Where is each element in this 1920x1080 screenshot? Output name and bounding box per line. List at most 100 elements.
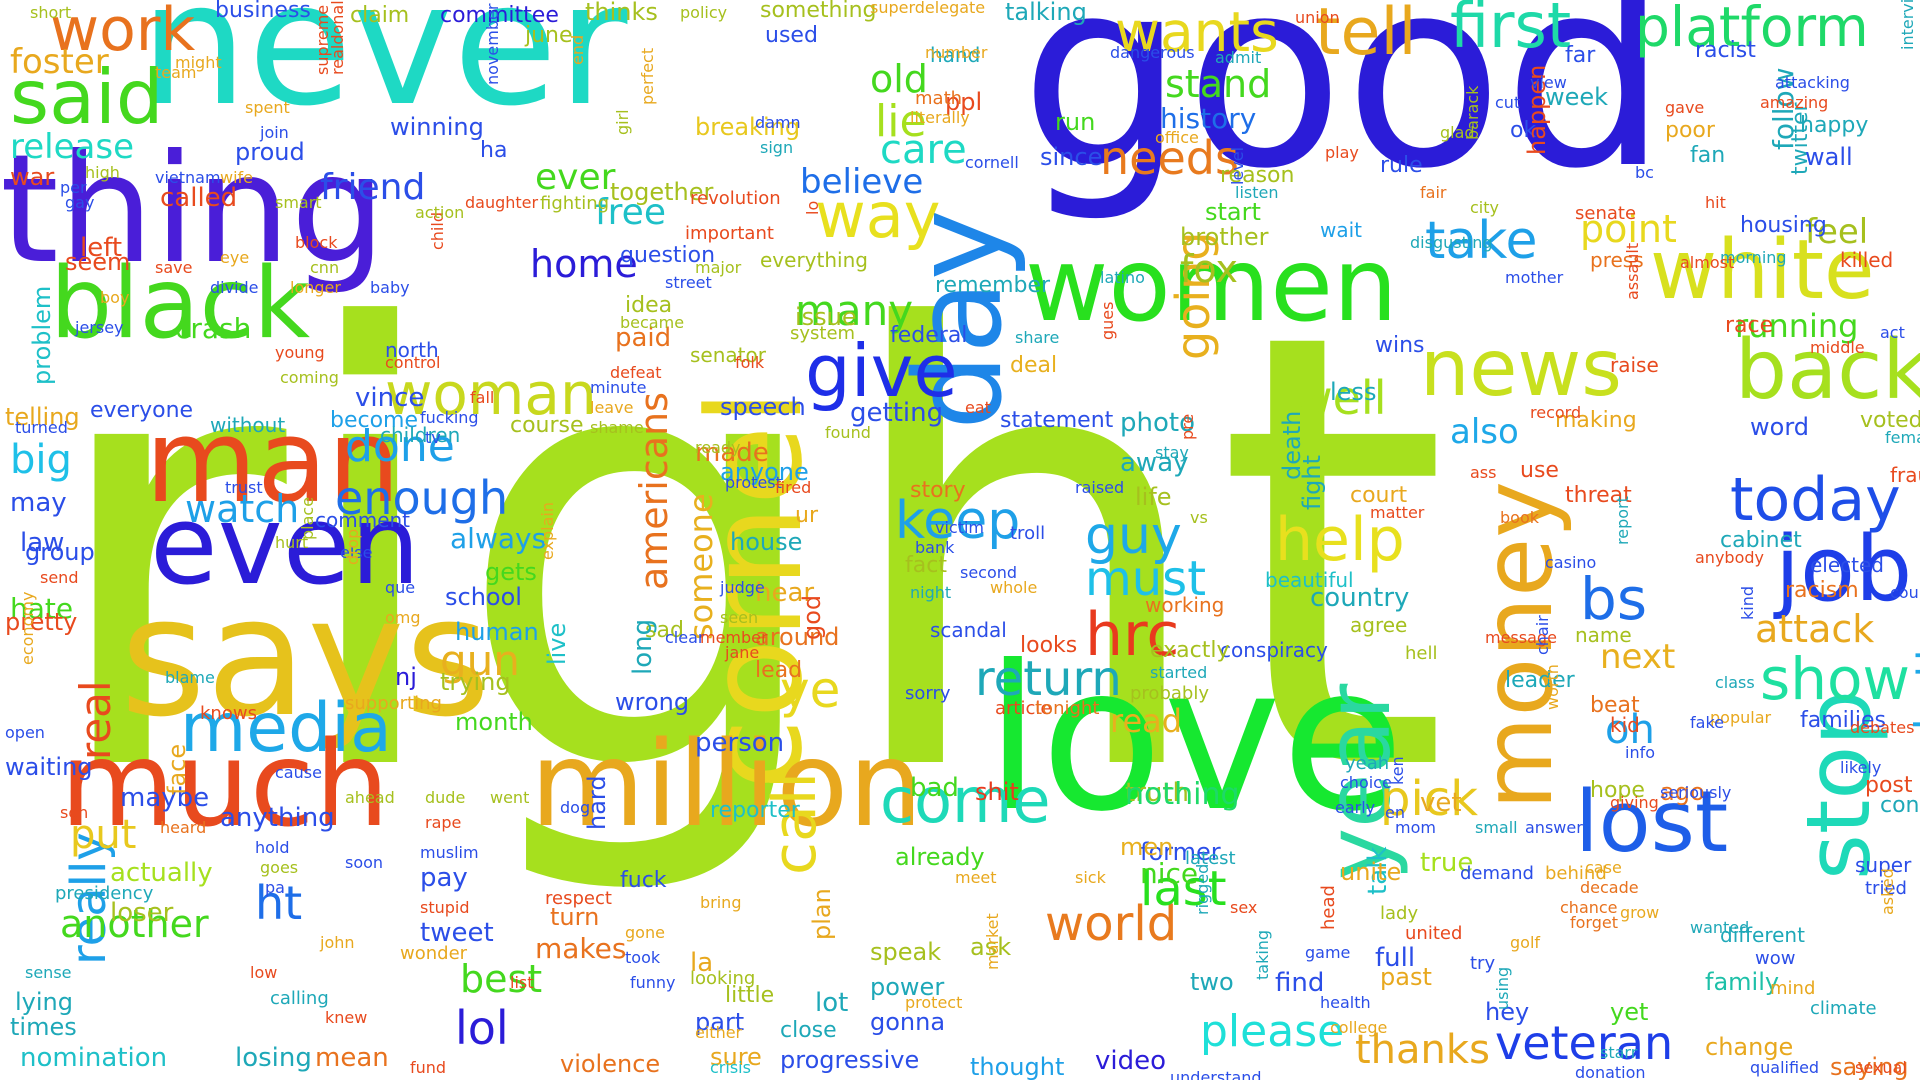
word-telling: telling — [5, 403, 80, 431]
word-law: law — [20, 528, 65, 558]
word-elected: elected — [1810, 553, 1885, 577]
word-called: called — [160, 183, 238, 213]
word-press: press — [1590, 248, 1644, 272]
word-yet: yet — [1610, 998, 1649, 1026]
word-running: running — [1735, 307, 1859, 345]
word-statement: statement — [1000, 408, 1114, 433]
word-jane: jane — [725, 643, 760, 662]
word-per: per — [60, 178, 87, 197]
word-count: count — [1890, 583, 1920, 602]
word-either: either — [695, 1023, 743, 1042]
word-baby: baby — [370, 278, 410, 297]
word-perfect: perfect — [638, 47, 657, 105]
word-maybe: maybe — [120, 783, 210, 813]
word-story: story — [910, 478, 966, 503]
word-shame: shame — [590, 418, 644, 437]
word-fact: fact — [905, 553, 947, 578]
word-went: went — [490, 788, 530, 807]
word-supporting: supporting — [345, 693, 442, 714]
word-everyone: everyone — [90, 398, 194, 423]
word-little: little — [725, 983, 775, 1008]
word-actually: actually — [110, 858, 213, 888]
word-fired: fired — [775, 478, 812, 497]
word-best: best — [460, 957, 543, 1001]
word-looks: looks — [1020, 633, 1078, 658]
word-ha: ha — [480, 138, 508, 163]
word-eat: eat — [965, 398, 991, 417]
word-ask: ask — [970, 933, 1012, 961]
word-big: big — [10, 437, 72, 483]
word-case: case — [1585, 858, 1622, 877]
word-poor: poor — [1665, 118, 1715, 143]
word-true: true — [1420, 848, 1474, 878]
word-rule: rule — [1380, 153, 1423, 178]
word-rape: rape — [425, 813, 462, 832]
word-children: children — [380, 423, 461, 447]
word-funny: funny — [630, 973, 676, 992]
word-mother: mother — [1505, 268, 1564, 287]
word-much: much — [60, 715, 390, 853]
word-female: female — [1885, 428, 1920, 447]
word-threat: threat — [1565, 483, 1632, 508]
word-article: article — [995, 698, 1052, 719]
word-trying: trying — [440, 668, 511, 696]
word-wrong: wrong — [615, 688, 690, 716]
word-tried: tried — [1865, 878, 1907, 899]
word-name: name — [1575, 623, 1632, 647]
word-literally: literally — [910, 108, 970, 127]
word-families: families — [1800, 708, 1886, 733]
word-racist: racist — [1695, 38, 1756, 63]
word-news: news — [1420, 324, 1622, 414]
word-sure: sure — [710, 1043, 762, 1071]
word-glad: glad — [1440, 123, 1475, 142]
word-office: office — [1155, 128, 1199, 147]
word-away: away — [1120, 448, 1189, 478]
word-lie: lie — [875, 96, 927, 147]
word-saying: saying — [1830, 1053, 1909, 1080]
word-turn: turn — [550, 903, 600, 931]
word-school: school — [445, 583, 522, 611]
word-market: market — [983, 913, 1002, 970]
word-low: low — [250, 963, 278, 982]
word-around: around — [755, 623, 840, 651]
word-important: important — [685, 223, 774, 244]
word-meet: meet — [955, 868, 997, 887]
word-question: question — [620, 243, 716, 268]
word-cornell: cornell — [965, 153, 1019, 172]
word-spent: spent — [245, 98, 290, 117]
word-reporter: reporter — [710, 798, 800, 823]
word-kid: kid — [1610, 713, 1640, 737]
word-qualified: qualified — [1750, 1058, 1820, 1077]
word-end: end — [568, 34, 587, 65]
word-divide: divide — [210, 278, 259, 297]
word-far: far — [1565, 43, 1596, 68]
word-platform: platform — [1635, 0, 1869, 59]
word-ago: ago — [1660, 778, 1705, 806]
word-left: left — [80, 233, 123, 263]
word-night: night — [910, 583, 952, 602]
word-today: today — [1730, 465, 1901, 535]
word-demand: demand — [1460, 863, 1534, 884]
word-boy: boy — [100, 288, 130, 307]
word-fan: fan — [1690, 143, 1726, 168]
word-bs: bs — [1580, 565, 1648, 633]
word-problem: problem — [28, 285, 56, 385]
word-lady: lady — [1380, 903, 1419, 924]
word-conspiracy: conspiracy — [1220, 638, 1328, 662]
word-vet: vet — [1420, 788, 1462, 818]
word-lol: lol — [455, 1001, 509, 1055]
word-place: place — [298, 496, 317, 540]
word-fox: fox — [1180, 247, 1238, 291]
word-john: john — [320, 933, 355, 952]
word-play: play — [1325, 143, 1359, 162]
word-gone: gone — [625, 923, 665, 942]
word-guy: guy — [1085, 506, 1182, 566]
word-take: take — [1425, 211, 1538, 271]
word-disgusting: disgusting — [1410, 233, 1493, 252]
word-first: first — [1450, 0, 1572, 62]
word-lead: lead — [755, 658, 803, 683]
word-come: come — [880, 764, 1051, 837]
word-fraud: fraud — [1890, 463, 1920, 487]
word-lo: lo — [803, 200, 822, 215]
